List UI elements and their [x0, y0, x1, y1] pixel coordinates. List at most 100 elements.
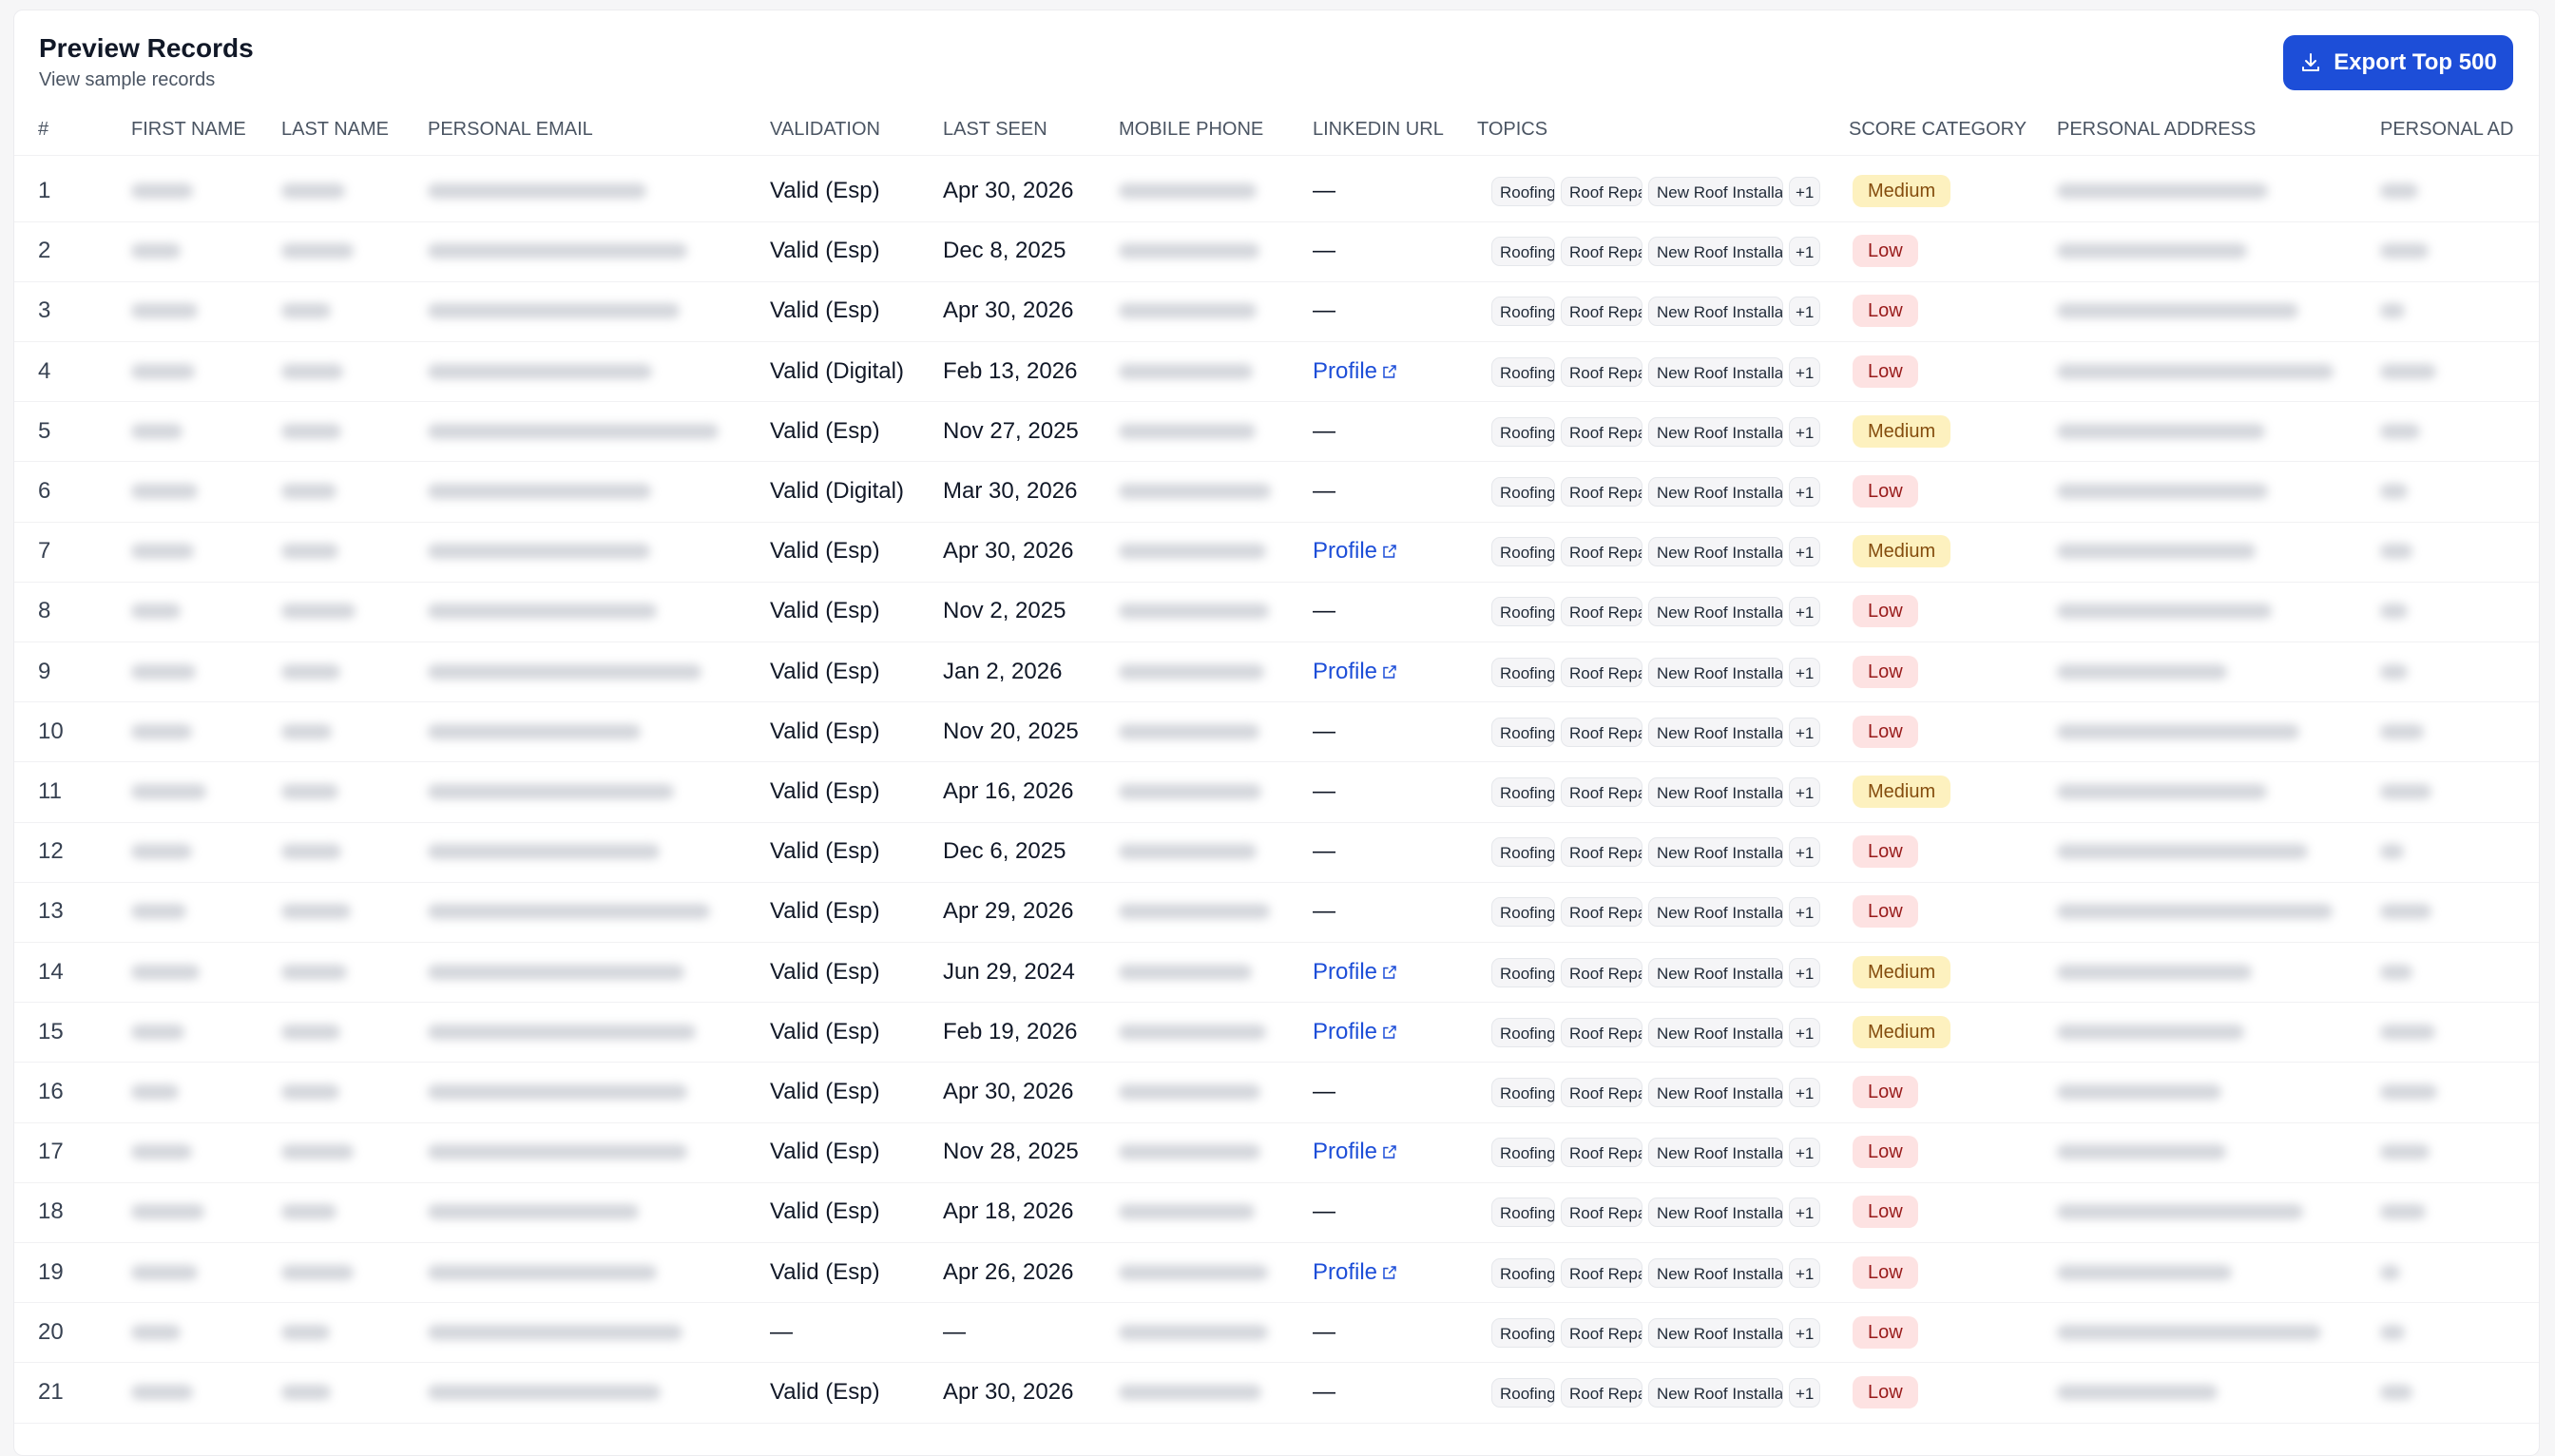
linkedin[interactable]: Profile: [1313, 1139, 1378, 1165]
redacted-text: [428, 243, 688, 259]
topic-chip: Roofing: [1491, 1197, 1555, 1228]
redacted-text: [2057, 544, 2257, 560]
row-divider: [14, 942, 2539, 943]
validation: Valid (Esp): [770, 1198, 880, 1225]
score-badge: Medium: [1853, 414, 1951, 448]
topics-more: +1: [1789, 837, 1821, 868]
redacted-text: [281, 904, 351, 920]
linkedin[interactable]: Profile: [1313, 958, 1378, 985]
topics-more: +1: [1789, 477, 1821, 507]
score-badge: Low: [1853, 1136, 1918, 1169]
linkedin: —: [1313, 297, 1335, 324]
column-header: PERSONAL AD: [2380, 119, 2514, 140]
linkedin: —: [1313, 598, 1335, 624]
linkedin[interactable]: Profile: [1313, 658, 1378, 684]
linkedin-link[interactable]: Profile: [1313, 538, 1398, 565]
redacted-text: [1119, 183, 1257, 199]
topic-chip: Roof Repair: [1561, 1138, 1642, 1168]
score-badge: Low: [1853, 595, 1918, 628]
validation: Valid (Esp): [770, 1018, 880, 1044]
redacted-text: [428, 904, 711, 920]
redacted-text: [131, 303, 198, 319]
redacted-text: [428, 1324, 683, 1340]
redacted-text: [1119, 904, 1271, 920]
score-badge: Low: [1853, 895, 1918, 929]
redacted-text: [1119, 964, 1253, 980]
last-seen: Apr 30, 2026: [943, 1379, 1074, 1405]
row-number: 21: [38, 1379, 64, 1405]
row-number: 15: [38, 1018, 64, 1044]
export-label: Export Top 500: [2334, 49, 2497, 75]
validation: Valid (Esp): [770, 838, 880, 865]
redacted-text: [281, 423, 342, 439]
redacted-text: [281, 544, 338, 560]
row-divider: [14, 1422, 2539, 1424]
linkedin-link[interactable]: Profile: [1313, 1259, 1398, 1286]
topic-chip: Roof Repair: [1561, 1378, 1642, 1408]
redacted-text: [428, 1144, 687, 1160]
redacted-text: [131, 1144, 192, 1160]
redacted-text: [281, 243, 355, 259]
topic-chip: Roof Repair: [1561, 1257, 1642, 1288]
redacted-text: [2380, 663, 2408, 680]
row-number: 17: [38, 1139, 64, 1165]
validation: Valid (Esp): [770, 778, 880, 804]
linkedin-link[interactable]: Profile: [1313, 659, 1398, 685]
redacted-text: [2380, 423, 2420, 439]
title: Preview Records: [39, 33, 254, 63]
topics-more: +1: [1789, 657, 1821, 687]
redacted-text: [1119, 1264, 1268, 1280]
export-button[interactable]: Export Top 500: [2283, 35, 2513, 90]
linkedin[interactable]: Profile: [1313, 1018, 1378, 1044]
linkedin[interactable]: Profile: [1313, 1258, 1378, 1285]
linkedin-link[interactable]: Profile: [1313, 358, 1398, 385]
redacted-text: [2057, 183, 2269, 199]
score-badge: Low: [1853, 354, 1918, 388]
linkedin[interactable]: Profile: [1313, 538, 1378, 565]
topics-more: +1: [1789, 717, 1821, 747]
score-badge: Low: [1853, 475, 1918, 508]
row-number: 11: [38, 778, 62, 804]
linkedin-link[interactable]: Profile: [1313, 959, 1398, 986]
column-header: LAST NAME: [281, 119, 389, 140]
redacted-text: [131, 603, 182, 620]
topic-chip: Roofing: [1491, 1317, 1555, 1348]
linkedin-link[interactable]: Profile: [1313, 1139, 1398, 1165]
redacted-text: [2057, 423, 2265, 439]
topic-chip: Roof Repair: [1561, 297, 1642, 327]
topic-chip: Roof Repair: [1561, 837, 1642, 868]
redacted-text: [2057, 1204, 2303, 1220]
topics-more: +1: [1789, 897, 1821, 928]
redacted-text: [2380, 1024, 2436, 1040]
topics-more: +1: [1789, 1078, 1821, 1107]
redacted-text: [428, 603, 658, 620]
linkedin-link[interactable]: Profile: [1313, 1019, 1398, 1045]
redacted-text: [428, 363, 652, 379]
topic-chip: Roofing: [1491, 957, 1555, 987]
validation: Valid (Esp): [770, 598, 880, 624]
redacted-text: [1119, 844, 1257, 860]
topic-chip: New Roof Installation: [1648, 356, 1783, 387]
row-number: 1: [38, 178, 51, 203]
validation: —: [770, 1318, 793, 1345]
row-number: 3: [38, 297, 51, 324]
topic-chip: New Roof Installation: [1648, 657, 1783, 687]
topic-chip: New Roof Installation: [1648, 477, 1783, 507]
linkedin: —: [1313, 238, 1335, 264]
topics-more: +1: [1789, 416, 1821, 447]
redacted-text: [428, 784, 675, 799]
topic-chip: New Roof Installation: [1648, 717, 1783, 747]
redacted-text: [428, 844, 660, 860]
redacted-text: [281, 663, 341, 680]
redacted-text: [281, 603, 355, 620]
score-badge: Low: [1853, 1376, 1918, 1408]
validation: Valid (Esp): [770, 1079, 880, 1104]
last-seen: Apr 26, 2026: [943, 1258, 1074, 1285]
topics-more: +1: [1789, 957, 1821, 987]
topic-chip: New Roof Installation: [1648, 897, 1783, 928]
redacted-text: [1119, 1324, 1268, 1340]
redacted-text: [2380, 603, 2409, 620]
validation: Valid (Esp): [770, 297, 880, 324]
linkedin[interactable]: Profile: [1313, 357, 1378, 384]
row-number: 18: [38, 1198, 64, 1225]
